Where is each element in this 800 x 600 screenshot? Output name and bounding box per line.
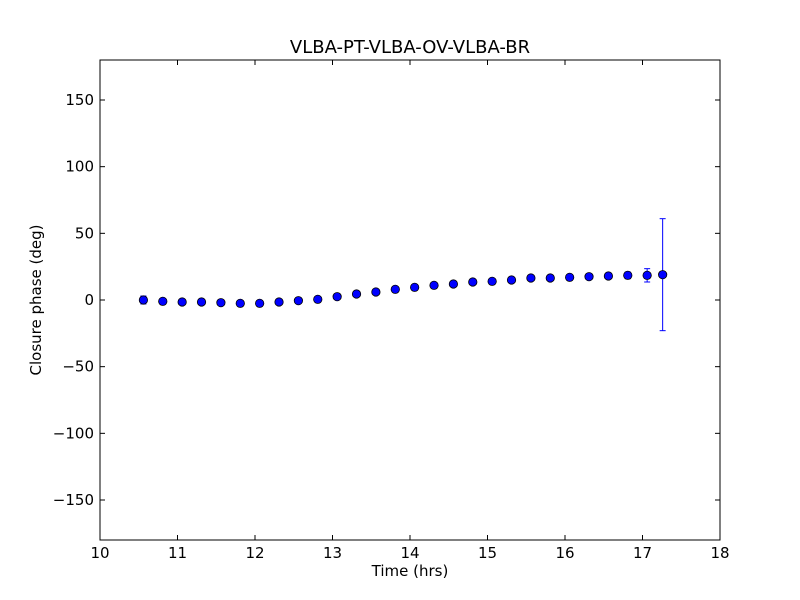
data-point-10 — [313, 294, 323, 304]
data-point-22 — [545, 273, 555, 283]
data-point-4 — [196, 297, 207, 307]
y-tick-label: 50 — [75, 224, 94, 242]
data-marker — [658, 270, 668, 280]
data-point-12 — [351, 289, 362, 299]
data-marker — [410, 282, 420, 292]
data-marker — [196, 297, 207, 307]
data-point-24 — [584, 272, 594, 282]
data-point-28 — [658, 218, 668, 332]
x-tick-label: 13 — [323, 544, 342, 562]
data-marker — [293, 296, 303, 306]
x-tick-label: 14 — [400, 544, 419, 562]
data-point-9 — [293, 296, 303, 306]
data-marker — [351, 289, 362, 299]
y-tick-label: −150 — [53, 491, 94, 509]
data-point-16 — [429, 280, 439, 290]
data-marker — [623, 270, 633, 280]
data-marker — [274, 297, 284, 307]
data-marker — [332, 292, 342, 302]
data-marker — [603, 271, 614, 281]
y-tick-label: 150 — [65, 91, 94, 109]
x-tick-label: 17 — [633, 544, 652, 562]
data-marker — [235, 298, 245, 308]
x-tick-label: 10 — [90, 544, 109, 562]
data-point-5 — [216, 298, 226, 308]
data-marker — [138, 295, 148, 305]
data-point-8 — [274, 297, 284, 307]
x-tick-label: 16 — [555, 544, 574, 562]
data-marker — [177, 297, 187, 307]
data-point-15 — [410, 282, 420, 292]
data-point-26 — [623, 270, 633, 280]
data-marker — [565, 272, 575, 282]
data-point-17 — [448, 279, 458, 289]
data-point-19 — [487, 276, 497, 286]
data-point-13 — [371, 287, 381, 297]
data-point-2 — [158, 296, 168, 306]
data-point-18 — [468, 277, 478, 287]
data-marker — [216, 298, 226, 308]
data-point-7 — [255, 298, 265, 308]
y-tick-label: 0 — [84, 291, 94, 309]
x-axis-label: Time (hrs) — [371, 562, 449, 580]
x-tick-label: 15 — [478, 544, 497, 562]
x-tick-label: 12 — [245, 544, 264, 562]
data-marker — [545, 273, 555, 283]
data-marker — [429, 280, 439, 290]
data-point-14 — [390, 284, 400, 294]
data-point-11 — [332, 292, 342, 302]
data-marker — [390, 284, 400, 294]
data-marker — [158, 296, 168, 306]
axis-ticks: 10 11 12 13 14 15 16 17 18 150 100 50 0 −50 −100 −150 — [53, 60, 730, 562]
plot-area — [138, 218, 668, 332]
data-marker — [642, 270, 652, 280]
data-point-20 — [506, 275, 517, 285]
data-point-23 — [565, 272, 575, 282]
y-tick-label: −100 — [53, 424, 94, 442]
data-point-25 — [603, 271, 614, 281]
data-marker — [255, 298, 265, 308]
data-point-3 — [177, 297, 187, 307]
data-marker — [584, 272, 594, 282]
data-marker — [468, 277, 478, 287]
data-marker — [313, 294, 323, 304]
y-axis-label: Closure phase (deg) — [27, 225, 45, 376]
chart-title: VLBA-PT-VLBA-OV-VLBA-BR — [290, 37, 530, 58]
data-marker — [506, 275, 517, 285]
data-marker — [448, 279, 458, 289]
data-marker — [371, 287, 381, 297]
x-tick-label: 18 — [710, 544, 729, 562]
data-point-21 — [526, 273, 536, 283]
x-tick-label: 11 — [168, 544, 187, 562]
data-point-6 — [235, 298, 245, 308]
y-tick-label: 100 — [65, 158, 94, 176]
data-point-27 — [642, 268, 652, 283]
y-tick-label: −50 — [62, 358, 94, 376]
data-marker — [526, 273, 536, 283]
data-point-1 — [138, 295, 148, 305]
data-marker — [487, 276, 497, 286]
